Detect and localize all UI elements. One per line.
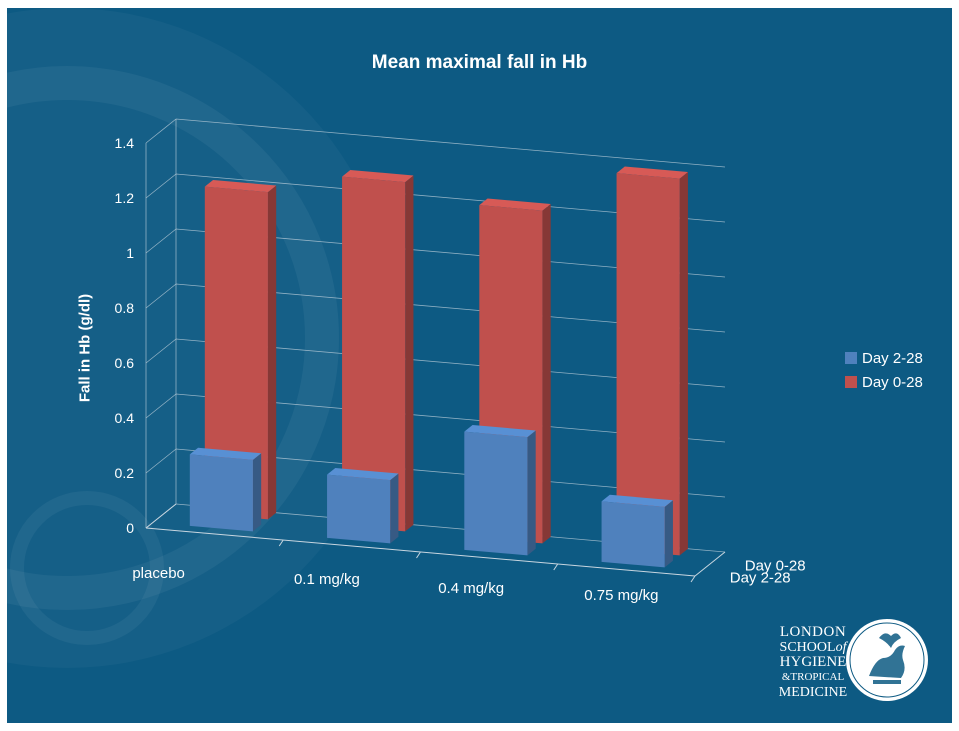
x-tick-label: 0.75 mg/kg <box>584 587 658 604</box>
bar-day-0-28-0-top <box>204 179 277 193</box>
legend-item-series-2: Day 0-28 <box>845 370 923 394</box>
x-tick <box>690 575 696 583</box>
x-tick-label: placebo <box>132 565 185 582</box>
slide: 0 0.2 0.4 0.6 0.8 1 1.2 1.4 placebo 0.1 mg/kg 0.4 … <box>7 8 952 723</box>
bar-day-0-28-1-side <box>405 175 414 532</box>
background-watermark-wheel <box>10 491 164 645</box>
gridline-side <box>145 393 177 419</box>
gridline-side <box>145 338 177 364</box>
bar-day-0-28-3-side <box>679 172 688 556</box>
legend-swatch-series-2 <box>845 376 857 388</box>
logo-line-school: SCHOOLof <box>779 640 847 655</box>
gridline <box>175 118 726 168</box>
bar-day-2-28-1 <box>327 474 391 544</box>
gridline-side <box>145 228 177 254</box>
bar-day-2-28-2-top <box>464 424 536 438</box>
bar-day-0-28-0-side <box>267 185 277 520</box>
x-tick <box>416 551 421 559</box>
y-tick-label: 1.2 <box>115 190 135 206</box>
bar-day-2-28-0 <box>189 454 253 532</box>
bar-day-0-28-1-top <box>342 169 414 183</box>
y-tick-label: 0.8 <box>115 300 135 316</box>
bar-day-2-28-3 <box>601 501 665 568</box>
y-tick-label: 1.4 <box>115 135 135 151</box>
bar-day-0-28-1 <box>342 176 406 532</box>
x-tick <box>278 539 284 547</box>
y-tick-label: 1 <box>126 245 134 261</box>
gridline-side <box>145 118 177 144</box>
chart-legend: Day 2-28 Day 0-28 <box>845 346 923 394</box>
x-tick <box>553 563 559 571</box>
bar-day-2-28-2 <box>464 431 528 556</box>
x-tick-label: 0.1 mg/kg <box>294 571 360 588</box>
bar-day-0-28-3 <box>616 173 680 556</box>
bar-day-0-28-3-top <box>616 166 688 179</box>
depth-axis-label: Day 0-28 <box>745 558 806 575</box>
y-axis-label: Fall in Hb (g/dl) <box>76 293 94 403</box>
bar-day-0-28-2-side <box>542 204 551 544</box>
bar-day-0-28-0 <box>204 186 268 520</box>
legend-label-series-2: Day 0-28 <box>862 373 923 391</box>
gridline-side <box>145 173 177 199</box>
floor-edge <box>145 503 177 529</box>
y-tick-label: 0.6 <box>115 355 135 371</box>
legend-item-series-1: Day 2-28 <box>845 346 923 370</box>
gridline-side <box>145 448 177 474</box>
x-tick-label: 0.4 mg/kg <box>438 580 504 597</box>
bar-day-2-28-3-side <box>664 500 673 568</box>
depth-axis-line <box>694 551 726 577</box>
logo-line-london: LONDON <box>779 624 847 640</box>
logo-line-hygiene: HYGIENE <box>779 654 847 670</box>
depth-axis-label: Day 2-28 <box>730 570 791 587</box>
school-logo-text: LONDON SCHOOLof HYGIENE &TROPICAL MEDICI… <box>765 624 861 701</box>
y-tick-label: 0 <box>126 520 134 536</box>
legend-swatch-series-1 <box>845 352 857 364</box>
chart-title: Mean maximal fall in Hb <box>371 52 588 73</box>
background-watermark-ring <box>7 66 339 610</box>
logo-line-medicine: MEDICINE <box>778 685 848 700</box>
bar-day-2-28-0-side <box>252 453 262 532</box>
bar-day-2-28-2-side <box>527 430 536 556</box>
bar-day-2-28-0-top <box>189 447 262 460</box>
bar-day-2-28-1-side <box>390 473 399 544</box>
chart-canvas: 0 0.2 0.4 0.6 0.8 1 1.2 1.4 placebo 0.1 mg/kg 0.4 … <box>7 66 806 645</box>
bar-day-2-28-1-top <box>327 467 399 481</box>
logo-line-tropical: &TROPICAL <box>781 671 845 683</box>
gridline-side <box>145 283 177 309</box>
y-tick-label: 0.4 <box>115 410 135 426</box>
bar-day-2-28-3-top <box>601 494 673 507</box>
bar-day-0-28-2-top <box>479 198 551 211</box>
y-tick-label: 0.2 <box>115 465 135 481</box>
legend-label-series-1: Day 2-28 <box>862 349 923 367</box>
